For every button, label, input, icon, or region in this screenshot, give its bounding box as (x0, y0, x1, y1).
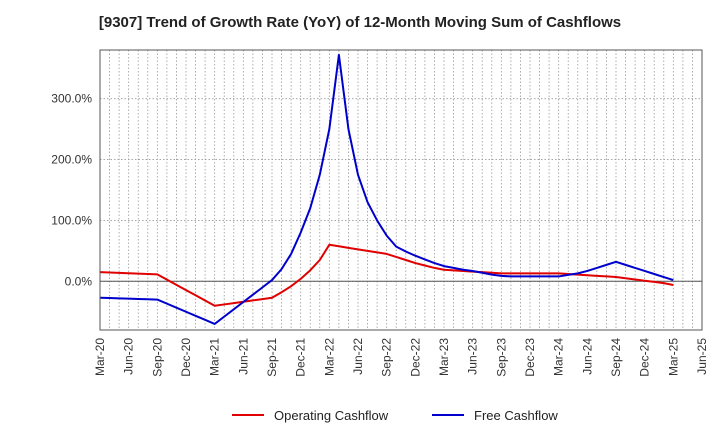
series-layer (99, 53, 674, 325)
x-tick-label: Jun-23 (466, 338, 480, 375)
x-tick-label: Mar-22 (322, 338, 336, 376)
x-tick-label: Sep-22 (380, 338, 394, 377)
x-axis: Mar-20 Jun-20 Sep-20 Dec-20 Mar-21 Jun-21 Sep-… (93, 338, 709, 377)
y-tick-label: 200.0% (51, 153, 92, 167)
x-tick-label: Dec-20 (179, 338, 193, 377)
y-tick-label: 0.0% (65, 274, 93, 288)
x-tick-label: Jun-22 (351, 338, 365, 375)
x-tick-label: Dec-21 (294, 338, 308, 377)
y-axis: 0.0% 100.0% 200.0% 300.0% (51, 92, 92, 289)
y-tick-label: 100.0% (51, 213, 92, 227)
x-tick-label: Dec-24 (638, 338, 652, 377)
x-tick-label: Jun-20 (122, 338, 136, 375)
legend: Operating Cashflow Free Cashflow (232, 408, 558, 423)
x-tick-label: Dec-22 (408, 338, 422, 377)
x-tick-label: Jun-24 (580, 338, 594, 375)
legend-label: Free Cashflow (474, 408, 558, 423)
x-tick-label: Mar-23 (437, 338, 451, 376)
series-line-operating-cashflow (99, 243, 674, 307)
chart-title: [9307] Trend of Growth Rate (YoY) of 12-… (98, 14, 622, 31)
x-tick-label: Dec-23 (523, 338, 537, 377)
x-tick-label: Sep-21 (265, 338, 279, 377)
plot-area-frame (99, 49, 703, 331)
series-line-free-cashflow (99, 53, 674, 325)
x-tick-label: Sep-20 (150, 338, 164, 377)
legend-label: Operating Cashflow (274, 408, 389, 423)
x-tick-label: Sep-23 (494, 338, 508, 377)
x-tick-label: Mar-20 (93, 338, 107, 376)
x-tick-label: Mar-25 (666, 338, 680, 376)
y-tick-label: 300.0% (51, 92, 92, 106)
x-tick-label: Mar-24 (552, 338, 566, 376)
x-tick-label: Jun-21 (236, 338, 250, 375)
grid-layer (100, 50, 702, 330)
x-tick-label: Mar-21 (208, 338, 222, 376)
x-tick-label: Jun-25 (695, 338, 709, 375)
x-tick-label: Sep-24 (609, 338, 623, 377)
